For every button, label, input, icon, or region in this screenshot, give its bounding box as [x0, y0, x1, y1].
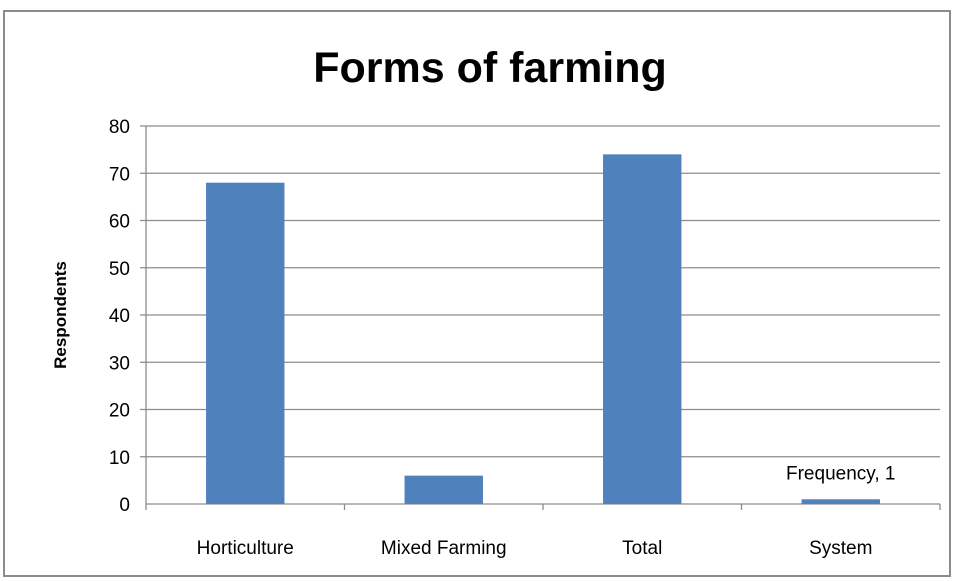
y-axis-ticks: 0 10 20 30 40 50 60 70 80 — [109, 117, 130, 516]
bar-horticulture — [206, 182, 285, 504]
y-tick-label: 0 — [119, 495, 130, 516]
bar-total — [603, 154, 682, 504]
data-labels: Frequency, 1 — [786, 463, 895, 484]
x-tick-label: Mixed Farming — [381, 538, 507, 559]
bar-system — [801, 499, 880, 504]
y-tick-label: 40 — [109, 306, 130, 327]
chart-title: Forms of farming — [313, 44, 667, 92]
y-tick-label: 50 — [109, 259, 130, 280]
y-tick-label: 20 — [109, 401, 130, 422]
y-axis-label: Respondents — [51, 261, 70, 369]
x-tick-label: System — [809, 538, 872, 559]
x-tick-label: Total — [622, 538, 662, 559]
y-tick-label: 70 — [109, 164, 130, 185]
data-label: Frequency, 1 — [786, 463, 895, 484]
x-tick-label: Horticulture — [197, 538, 294, 559]
bar-mixed-farming — [404, 475, 483, 504]
y-tick-label: 80 — [109, 117, 130, 138]
y-tick-label: 10 — [109, 448, 130, 469]
y-tick-label: 60 — [109, 212, 130, 233]
y-tick-label: 30 — [109, 353, 130, 374]
x-axis-labels: Horticulture Mixed Farming Total System — [197, 538, 873, 559]
bars — [206, 154, 880, 504]
